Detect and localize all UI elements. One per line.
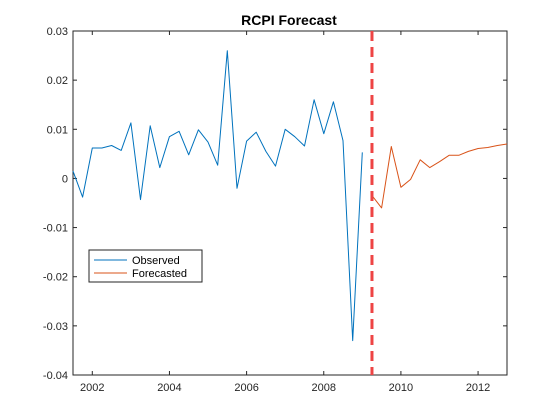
x-tick-label: 2006 [234, 382, 258, 394]
y-tick-label: 0.02 [47, 75, 68, 87]
x-tick-label: 2012 [466, 382, 490, 394]
y-tick-label: -0.04 [43, 370, 68, 382]
x-tick-label: 2010 [389, 382, 413, 394]
series-line-forecasted [371, 143, 508, 209]
x-tick-label: 2008 [312, 382, 336, 394]
x-tick-label: 2002 [80, 382, 104, 394]
y-tick-label: 0.01 [47, 124, 68, 136]
plot-area: 0.03 0.02 0.01 0 -0.01 -0.02 -0.03 -0.04 2002 200… [43, 26, 508, 394]
y-tick-label: -0.02 [43, 272, 68, 284]
legend-label-forecasted: Forecasted [132, 268, 187, 280]
y-tick-label: 0 [62, 173, 68, 185]
axes-box [72, 30, 508, 376]
x-tick-label: 2004 [157, 382, 181, 394]
chart-title: RCPI Forecast [241, 12, 337, 28]
y-tick-label: -0.01 [43, 223, 68, 235]
series-line-observed [72, 50, 363, 342]
y-tick-label: 0.03 [47, 26, 68, 38]
legend-label-observed: Observed [132, 255, 180, 267]
legend-box [88, 249, 203, 283]
y-tick-label: -0.03 [43, 321, 68, 333]
